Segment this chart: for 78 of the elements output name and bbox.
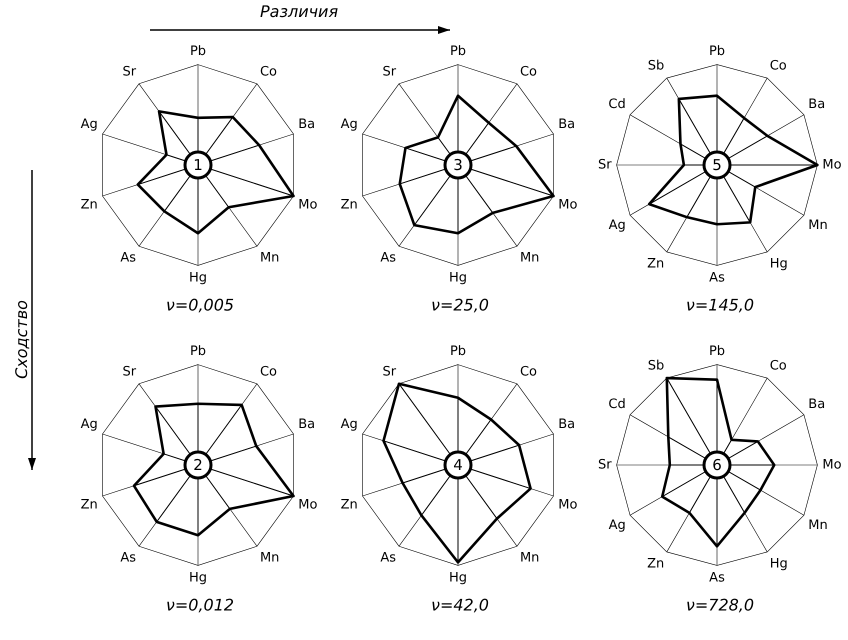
- spoke-label: Pb: [190, 44, 206, 60]
- spoke-label: Pb: [450, 44, 466, 60]
- text: Сходство: [12, 300, 31, 379]
- spoke-label: Sr: [598, 457, 612, 472]
- spoke-label: Co: [770, 358, 787, 374]
- spoke-label: Hg: [448, 270, 468, 286]
- spoke-label: Ag: [608, 218, 626, 233]
- spoke-label: Mn: [808, 218, 828, 233]
- spoke-label: Mo: [558, 498, 578, 513]
- spoke-label: Ba: [808, 96, 826, 112]
- spoke-label: Sr: [382, 364, 397, 380]
- spoke-label: Mo: [822, 457, 842, 472]
- spoke-label: Zn: [647, 556, 664, 572]
- text: 5: [712, 156, 722, 174]
- spoke-label: Zn: [340, 498, 358, 513]
- spoke-label: Sr: [382, 64, 397, 80]
- spoke-label: Mo: [298, 198, 318, 213]
- text: 3: [453, 156, 463, 174]
- spoke-label: Hg: [770, 556, 788, 572]
- spoke-label: Mo: [558, 198, 578, 213]
- text: 6: [712, 456, 722, 474]
- spoke-label: Co: [260, 364, 278, 380]
- spoke-label: Sr: [122, 64, 137, 80]
- spoke-label: Hg: [188, 270, 208, 286]
- text: ν=728,0: [686, 596, 754, 615]
- spoke-label: As: [120, 550, 136, 566]
- spoke-label: Mo: [822, 157, 842, 172]
- text: ν=0,005: [166, 296, 234, 315]
- spoke-label: Co: [520, 364, 538, 380]
- text: 2: [193, 456, 203, 474]
- spoke-label: Mn: [520, 250, 540, 266]
- spoke-label: Ag: [608, 518, 626, 533]
- spoke-label: Hg: [188, 570, 208, 586]
- spoke-label: Sb: [648, 58, 664, 74]
- spoke-label: Mn: [260, 550, 280, 566]
- spoke-label: Mo: [298, 498, 318, 513]
- spoke-label: Co: [770, 58, 787, 74]
- spoke-label: Ba: [558, 117, 576, 132]
- spoke-label: Ag: [80, 117, 98, 132]
- spoke-label: As: [380, 250, 396, 266]
- spoke-label: Pb: [190, 344, 206, 360]
- spoke-label: Zn: [80, 498, 98, 513]
- spoke-label: Mn: [808, 518, 828, 533]
- spoke-label: Ba: [298, 417, 316, 432]
- spoke-label: As: [709, 570, 726, 586]
- spoke-label: As: [380, 550, 396, 566]
- spoke-label: Hg: [448, 570, 468, 586]
- spoke-label: Sb: [648, 358, 664, 374]
- spoke-label: Ba: [808, 396, 826, 412]
- spoke-label: Ag: [340, 117, 358, 132]
- text: ν=42,0: [431, 596, 489, 615]
- spoke-label: Zn: [647, 256, 664, 272]
- text: Различия: [260, 2, 338, 21]
- spoke-label: Co: [260, 64, 278, 80]
- spoke-label: Sr: [598, 157, 612, 172]
- text: 1: [193, 156, 203, 174]
- spoke-label: Ag: [80, 417, 98, 432]
- text: ν=0,012: [166, 596, 234, 615]
- spoke-label: Pb: [708, 44, 726, 60]
- text: 4: [453, 456, 463, 474]
- spoke-label: Pb: [450, 344, 466, 360]
- spoke-label: Cd: [608, 396, 626, 412]
- spoke-label: Ag: [340, 417, 358, 432]
- text: ν=145,0: [686, 296, 754, 315]
- spoke-label: Pb: [708, 344, 726, 360]
- text: ν=25,0: [431, 296, 489, 315]
- spoke-label: Ba: [558, 417, 576, 432]
- spoke-label: As: [120, 250, 136, 266]
- spoke-label: As: [709, 270, 726, 286]
- spoke-label: Mn: [520, 550, 540, 566]
- spoke-label: Sr: [122, 364, 137, 380]
- spoke-label: Zn: [80, 198, 98, 213]
- spoke-label: Co: [520, 64, 538, 80]
- spoke-label: Zn: [340, 198, 358, 213]
- spoke-label: Ba: [298, 117, 316, 132]
- spoke-label: Cd: [608, 96, 626, 112]
- spoke-label: Hg: [770, 256, 788, 272]
- spoke-label: Mn: [260, 250, 280, 266]
